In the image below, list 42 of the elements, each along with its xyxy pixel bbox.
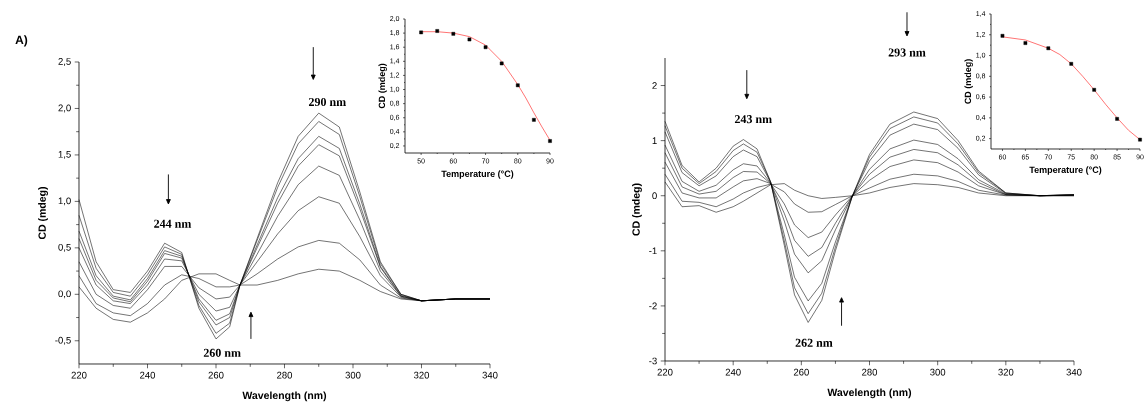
x-tick-label: 280 <box>277 371 293 379</box>
text: A) <box>15 35 28 47</box>
x-tick-label: 280 <box>862 368 878 376</box>
x-axis-title: Wavelength (nm) <box>242 391 327 402</box>
annotation: 260 nm <box>203 348 241 357</box>
y-tick-label: 2,0 <box>58 104 71 113</box>
x-tick-label: 260 <box>208 371 224 379</box>
x-tick-label: 300 <box>930 368 946 376</box>
x-tick-label: 320 <box>998 368 1014 376</box>
y-axis-title: CD (mdeg) <box>964 59 973 104</box>
x-tick-label: 220 <box>657 368 673 376</box>
y-tick-label: 1,5 <box>58 151 71 159</box>
y-tick-label: -1 <box>649 247 657 255</box>
x-tick-label: 220 <box>71 371 87 379</box>
y-tick-label: 2,5 <box>58 58 71 66</box>
text: 293 nm <box>888 48 926 57</box>
y-axis-title: CD (mdeg) <box>632 183 642 236</box>
x-axis-title: Temperature (°C) <box>1029 166 1102 175</box>
x-tick-label: 300 <box>345 371 361 379</box>
x-tick-label: 340 <box>482 371 498 379</box>
x-axis-title: Temperature (°C) <box>441 170 514 179</box>
annotation: 243 nm <box>734 115 772 124</box>
y-tick-label: -0,5 <box>55 336 71 345</box>
y-tick-label: 2 <box>652 82 657 89</box>
x-tick-label: 260 <box>793 368 809 376</box>
y-tick-label: 0,5 <box>58 243 71 252</box>
y-tick-label: 1,0 <box>58 197 71 206</box>
annotation: 262 nm <box>795 338 833 347</box>
x-tick-label: 320 <box>413 371 430 379</box>
y-tick-label: 0 <box>652 192 657 200</box>
x-tick-label: 240 <box>725 368 741 376</box>
y-axis-title: CD (mdeg) <box>378 63 387 109</box>
annotation: 244 nm <box>154 219 192 228</box>
x-axis-title: Wavelength (nm) <box>827 388 912 399</box>
x-tick-label: 240 <box>140 371 156 379</box>
y-tick-label: 0,0 <box>58 290 71 299</box>
y-tick-label: 1 <box>652 137 657 144</box>
y-tick-label: -3 <box>649 357 657 365</box>
y-axis-title: CD (mdeg) <box>38 187 48 240</box>
x-tick-label: 340 <box>1066 368 1082 376</box>
y-tick-label: -2 <box>649 302 657 310</box>
annotation: 290 nm <box>308 97 346 106</box>
